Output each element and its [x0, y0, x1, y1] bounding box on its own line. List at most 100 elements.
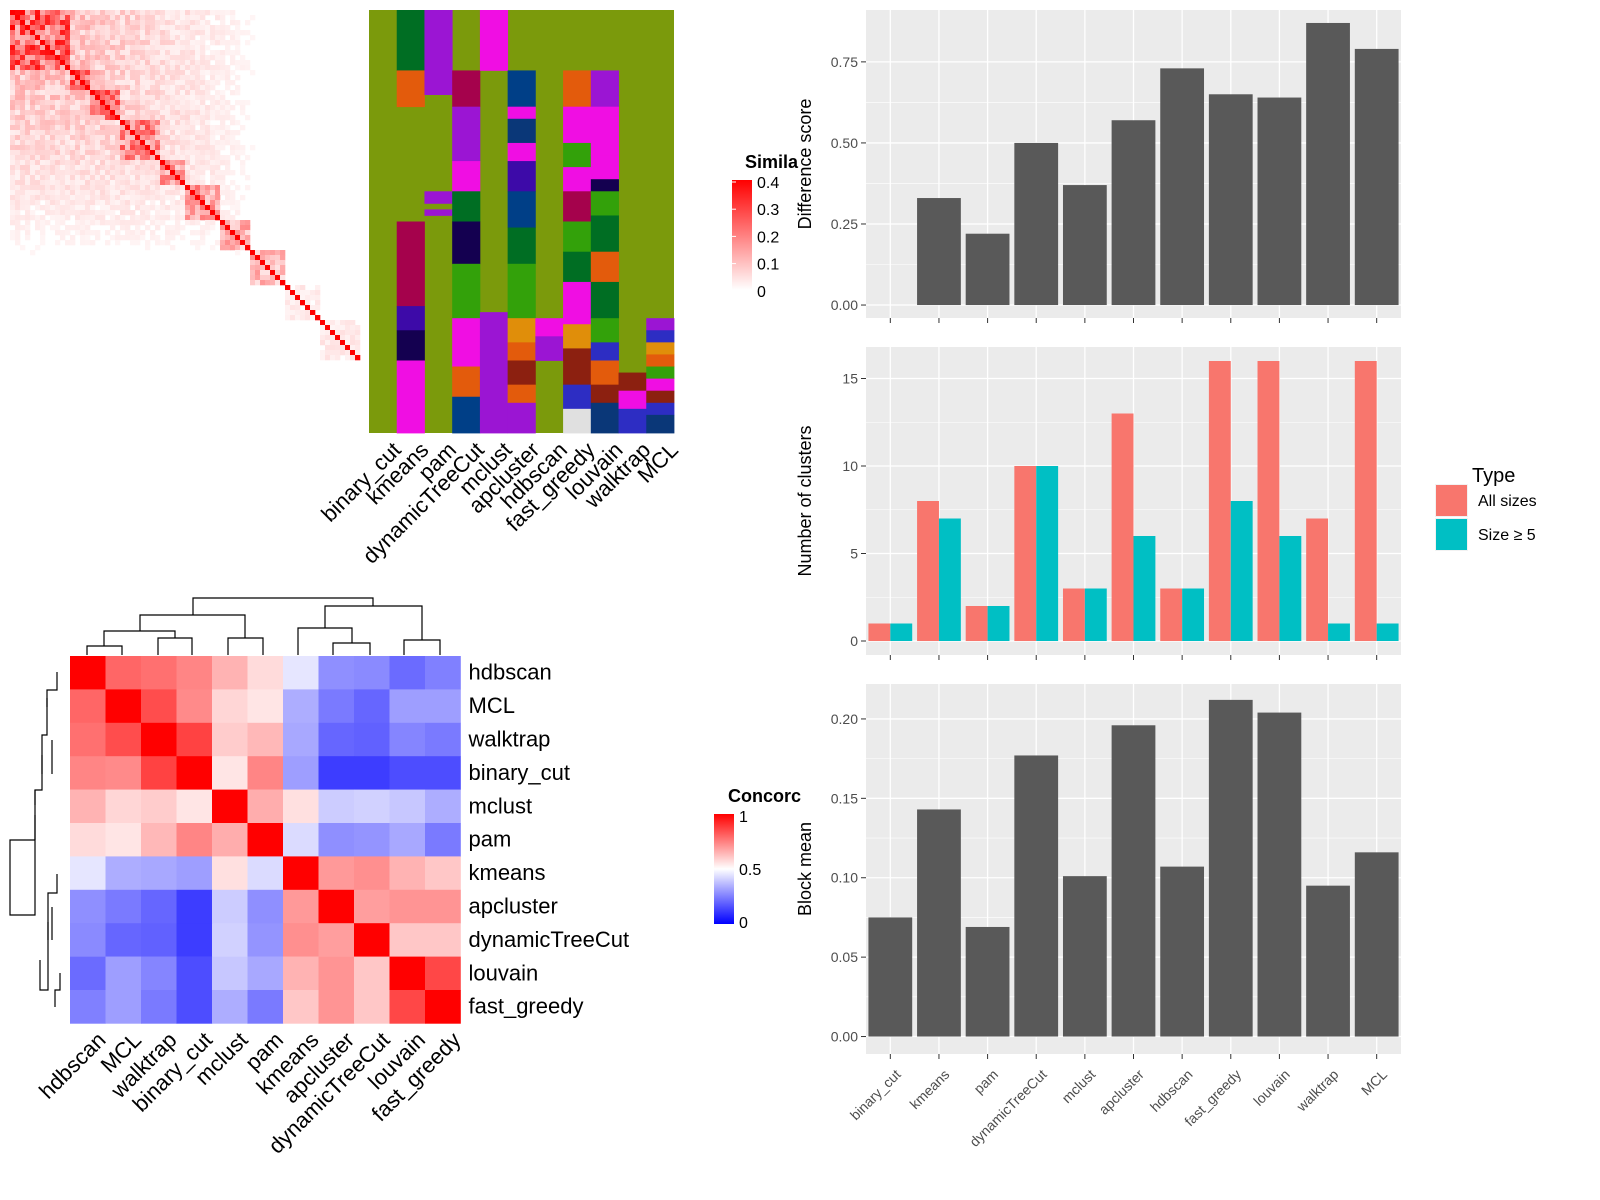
similarity-cell [100, 160, 106, 166]
similarity-cell [195, 140, 201, 146]
similarity-cell [200, 150, 206, 156]
similarity-cell [250, 260, 256, 266]
similarity-cell [145, 130, 151, 136]
similarity-cell [80, 30, 86, 36]
similarity-cell [180, 10, 186, 16]
similarity-cell [35, 70, 41, 76]
similarity-cell [55, 50, 61, 56]
similarity-cell [205, 95, 211, 101]
similarity-cell [170, 215, 176, 221]
similarity-cell [135, 125, 141, 131]
similarity-cell [75, 25, 81, 31]
similarity-cell [85, 240, 91, 246]
similarity-cell [95, 15, 101, 21]
similarity-cell [170, 205, 176, 211]
similarity-cell [205, 125, 211, 131]
similarity-cell [210, 185, 216, 191]
similarity-cell [205, 150, 211, 156]
similarity-cell [140, 200, 146, 206]
similarity-cell [250, 70, 256, 76]
similarity-cell [85, 115, 91, 121]
similarity-cell [210, 170, 216, 176]
similarity-cell [95, 105, 101, 111]
similarity-cell [70, 180, 76, 186]
similarity-cell [160, 180, 166, 186]
similarity-cell [115, 135, 121, 141]
similarity-cell [120, 175, 126, 181]
bar [1306, 518, 1329, 641]
similarity-cell [165, 160, 171, 166]
similarity-cell [220, 200, 226, 206]
similarity-cell [65, 125, 71, 131]
similarity-cell [155, 30, 161, 36]
similarity-cell [110, 80, 116, 86]
similarity-cell [135, 205, 141, 211]
similarity-cell [255, 275, 261, 281]
similarity-cell [165, 145, 171, 151]
similarity-cell [225, 130, 231, 136]
similarity-cell [60, 230, 66, 236]
similarity-cell [160, 240, 166, 246]
similarity-cell [185, 200, 191, 206]
similarity-cell [160, 75, 166, 81]
similarity-cell [45, 115, 51, 121]
similarity-cell [15, 40, 21, 46]
bar [1160, 588, 1183, 641]
similarity-cell [150, 130, 156, 136]
similarity-cell [60, 205, 66, 211]
similarity-legend-label: 0.2 [757, 229, 779, 246]
similarity-cell [130, 35, 136, 41]
similarity-cell [110, 195, 116, 201]
similarity-cell [10, 95, 16, 101]
similarity-cell [45, 60, 51, 66]
similarity-cell [225, 135, 231, 141]
similarity-cell [235, 20, 241, 26]
bar [1208, 361, 1231, 641]
similarity-cell [225, 195, 231, 201]
dendrogram-branch [403, 639, 441, 655]
similarity-cell [60, 120, 66, 126]
similarity-cell [195, 80, 201, 86]
similarity-cell [90, 75, 96, 81]
concordance-legend-label: 0.5 [739, 862, 761, 879]
similarity-cell [165, 135, 171, 141]
similarity-cell [85, 80, 91, 86]
similarity-cell [65, 145, 71, 151]
concordance-cell [283, 689, 319, 724]
similarity-cell [105, 20, 111, 26]
similarity-cell [155, 215, 161, 221]
similarity-cell [200, 130, 206, 136]
similarity-cell [315, 315, 321, 321]
similarity-cell [105, 145, 111, 151]
similarity-cell [85, 230, 91, 236]
similarity-cell [180, 90, 186, 96]
similarity-cell [135, 50, 141, 56]
similarity-cell [200, 155, 206, 161]
similarity-cell [40, 55, 46, 61]
similarity-cell [220, 155, 226, 161]
similarity-cell [125, 85, 131, 91]
similarity-cell [235, 220, 241, 226]
similarity-cell [25, 10, 31, 16]
similarity-cell [65, 55, 71, 61]
concordance-cell [176, 856, 213, 891]
similarity-cell [225, 125, 231, 131]
similarity-cell [85, 140, 91, 146]
similarity-cell [175, 200, 181, 206]
similarity-cell [115, 235, 121, 241]
similarity-cell [150, 205, 156, 211]
similarity-cell [145, 190, 151, 196]
similarity-cell [100, 105, 106, 111]
similarity-cell [215, 150, 221, 156]
similarity-cell [185, 20, 191, 26]
similarity-cell [140, 25, 146, 31]
similarity-cell [110, 155, 116, 161]
similarity-cell [135, 165, 141, 171]
similarity-cell [100, 170, 106, 176]
similarity-cell [230, 50, 236, 56]
similarity-cell [85, 145, 91, 151]
similarity-cell [55, 225, 61, 231]
similarity-cell [40, 185, 46, 191]
bar [1306, 22, 1350, 306]
similarity-cell [10, 230, 16, 236]
